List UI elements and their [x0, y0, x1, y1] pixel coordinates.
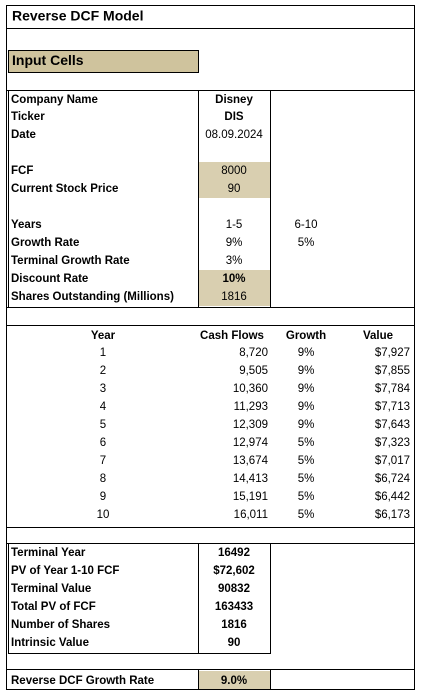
table-cell: $7,784	[375, 383, 411, 395]
table-cell: 8	[100, 473, 106, 485]
title: Reverse DCF Model	[12, 8, 143, 24]
summary-label: Intrinsic Value	[11, 637, 89, 649]
table-cell: 3	[100, 383, 106, 395]
table-cell: 5%	[298, 437, 315, 449]
column-header: Year	[91, 330, 116, 342]
table-cell: 6	[100, 437, 106, 449]
table-cell: 1	[100, 347, 106, 359]
input-value: 90	[228, 183, 241, 195]
input-cell	[198, 270, 270, 288]
table-cell: 8,720	[239, 347, 268, 359]
table-cell: $7,323	[375, 437, 410, 449]
table-cell: 5%	[298, 491, 315, 503]
table-cell: 2	[100, 365, 106, 377]
summary-label: Terminal Year	[11, 547, 86, 559]
table-cell: 13,674	[233, 455, 269, 467]
input-label: Current Stock Price	[11, 183, 118, 195]
table-cell: 9%	[298, 365, 315, 377]
input-value: 10%	[222, 273, 245, 285]
input-label: Years	[11, 219, 42, 231]
input-value: 08.09.2024	[205, 129, 263, 141]
input-cell	[198, 180, 270, 198]
result-cell	[198, 671, 270, 689]
table-cell: $7,017	[375, 455, 410, 467]
table-cell: 9,505	[239, 365, 268, 377]
table-cell: 5%	[298, 455, 315, 467]
table-cell: $7,927	[375, 347, 410, 359]
table-cell: 4	[100, 401, 107, 413]
table-cell: 9	[100, 491, 106, 503]
column-header: Value	[363, 330, 393, 342]
table-cell: $6,724	[375, 473, 411, 485]
input-value: Disney	[215, 94, 253, 106]
column-header: Cash Flows	[200, 330, 264, 342]
summary-label: PV of Year 1-10 FCF	[11, 565, 119, 577]
input-label: Ticker	[11, 111, 45, 123]
table-cell: 5	[100, 419, 106, 431]
table-cell: 9%	[298, 419, 315, 431]
input-cell	[198, 162, 270, 180]
input-label: Date	[11, 129, 36, 141]
table-cell: 5%	[298, 509, 315, 521]
table-cell: 16,011	[234, 509, 268, 521]
table-cell: 11,293	[234, 401, 268, 413]
summary-label: Number of Shares	[11, 619, 110, 631]
table-cell: 12,974	[233, 437, 269, 449]
summary-value: 16492	[218, 547, 250, 559]
input-value: 8000	[221, 165, 247, 177]
sheet-border	[6, 5, 415, 690]
summary-value: $72,602	[213, 565, 255, 577]
input-label: Shares Outstanding (Millions)	[11, 291, 174, 303]
input-value: 3%	[226, 255, 243, 267]
result-label: Reverse DCF Growth Rate	[11, 675, 154, 687]
table-cell: 5%	[298, 473, 315, 485]
column-header: Growth	[286, 330, 326, 342]
summary-value: 90	[228, 637, 241, 649]
table-cell: 12,309	[233, 419, 268, 431]
input-value: 1-5	[226, 219, 243, 231]
input-label: Company Name	[11, 94, 98, 106]
table-cell: 10	[97, 509, 110, 521]
table-cell: $7,643	[375, 419, 410, 431]
table-cell: 7	[100, 455, 106, 467]
input-label: Discount Rate	[11, 273, 88, 285]
table-cell: 10,360	[233, 383, 268, 395]
input-value: DIS	[224, 111, 244, 123]
table-cell: $6,442	[375, 491, 410, 503]
input-cell	[198, 288, 270, 306]
input-label: FCF	[11, 165, 33, 177]
input-label: Terminal Growth Rate	[11, 255, 130, 267]
summary-box	[8, 543, 271, 654]
table-cell: $6,173	[375, 509, 410, 521]
result-value: 9.0%	[221, 675, 247, 687]
input-value: 6-10	[294, 219, 317, 231]
summary-label: Terminal Value	[11, 583, 91, 595]
input-label: Growth Rate	[11, 237, 79, 249]
input-header: Input Cells	[12, 52, 84, 68]
table-cell: 14,413	[233, 473, 268, 485]
input-value: 5%	[298, 237, 315, 249]
summary-value: 1816	[221, 619, 247, 631]
summary-value: 90832	[218, 583, 250, 595]
table-cell: 9%	[298, 401, 315, 413]
table-cell: 9%	[298, 347, 315, 359]
table-cell: 9%	[298, 383, 315, 395]
table-cell: $7,855	[375, 365, 410, 377]
summary-label: Total PV of FCF	[11, 601, 96, 613]
summary-value: 163433	[215, 601, 253, 613]
input-value: 9%	[226, 237, 243, 249]
table-cell: $7,713	[375, 401, 410, 413]
input-value: 1816	[221, 291, 247, 303]
input-header-cell	[8, 50, 199, 73]
table-cell: 15,191	[233, 491, 268, 503]
